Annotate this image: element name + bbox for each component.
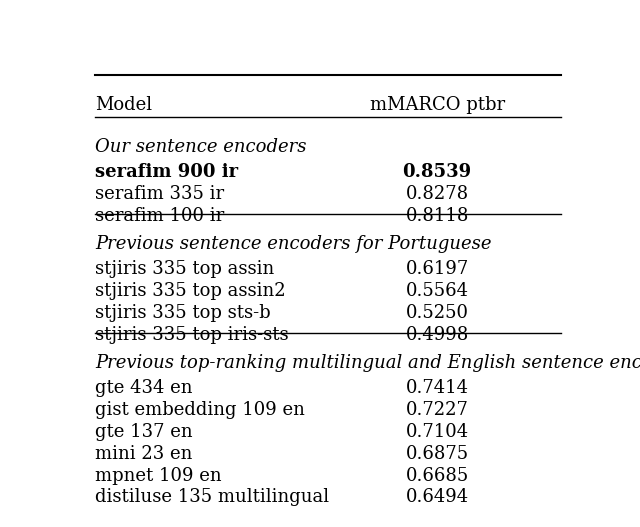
Text: mpnet 109 en: mpnet 109 en [95,466,221,484]
Text: mini 23 en: mini 23 en [95,445,192,463]
Text: 0.6685: 0.6685 [406,466,468,484]
Text: 0.8278: 0.8278 [406,184,468,203]
Text: 0.7104: 0.7104 [406,423,468,441]
Text: 0.5564: 0.5564 [406,282,468,300]
Text: 0.7414: 0.7414 [406,379,468,397]
Text: gte 137 en: gte 137 en [95,423,193,441]
Text: 0.8539: 0.8539 [403,163,472,181]
Text: stjiris 335 top assin2: stjiris 335 top assin2 [95,282,285,300]
Text: stjiris 335 top assin: stjiris 335 top assin [95,260,274,278]
Text: stjiris 335 top sts-b: stjiris 335 top sts-b [95,304,271,321]
Text: Previous sentence encoders for Portuguese: Previous sentence encoders for Portugues… [95,235,492,253]
Text: Our sentence encoders: Our sentence encoders [95,138,307,155]
Text: serafim 335 ir: serafim 335 ir [95,184,224,203]
Text: serafim 100 ir: serafim 100 ir [95,207,224,225]
Text: 0.6197: 0.6197 [406,260,468,278]
Text: 0.7227: 0.7227 [406,401,468,419]
Text: serafim 900 ir: serafim 900 ir [95,163,238,181]
Text: Model: Model [95,96,152,114]
Text: Previous top-ranking multilingual and English sentence encoders: Previous top-ranking multilingual and En… [95,354,640,372]
Text: gist embedding 109 en: gist embedding 109 en [95,401,305,419]
Text: gte 434 en: gte 434 en [95,379,193,397]
Text: 0.8118: 0.8118 [405,207,469,225]
Text: distiluse 135 multilingual: distiluse 135 multilingual [95,489,329,506]
Text: 0.4998: 0.4998 [406,326,468,344]
Text: mMARCO ptbr: mMARCO ptbr [369,96,505,114]
Text: 0.6494: 0.6494 [406,489,468,506]
Text: stjiris 335 top iris-sts: stjiris 335 top iris-sts [95,326,289,344]
Text: 0.5250: 0.5250 [406,304,468,321]
Text: 0.6875: 0.6875 [406,445,468,463]
